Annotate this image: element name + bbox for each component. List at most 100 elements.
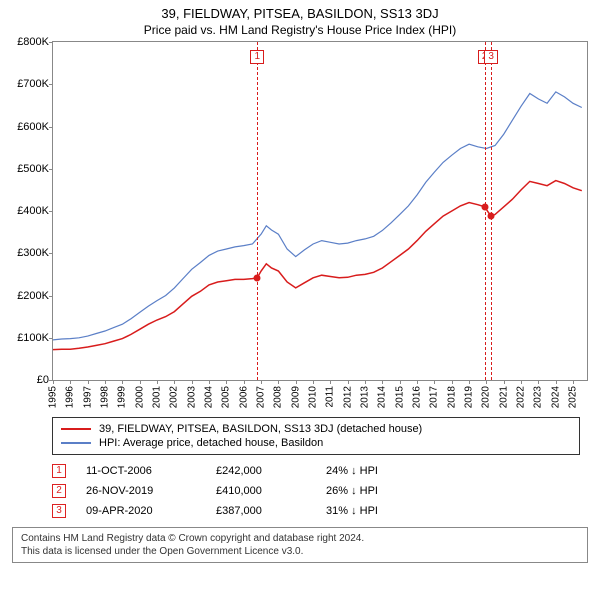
x-tick-label: 2011 [325, 386, 336, 408]
series-property [53, 181, 582, 350]
chart-legend: 39, FIELDWAY, PITSEA, BASILDON, SS13 3DJ… [52, 417, 580, 455]
sale-row: 1 11-OCT-2006 £242,000 24% ↓ HPI [52, 461, 580, 481]
sale-number-box: 2 [52, 484, 66, 498]
sale-row: 2 26-NOV-2019 £410,000 26% ↓ HPI [52, 481, 580, 501]
x-tick-mark [400, 380, 401, 384]
sale-date: 26-NOV-2019 [86, 485, 196, 497]
x-tick-mark [573, 380, 574, 384]
x-tick-label: 2022 [516, 386, 527, 408]
y-tick-mark [49, 253, 53, 254]
x-tick-mark [330, 380, 331, 384]
x-tick-mark [174, 380, 175, 384]
sale-marker-box: 1 [250, 50, 264, 64]
chart-lines-svg [53, 42, 587, 380]
x-tick-mark [538, 380, 539, 384]
sale-hpi-diff: 24% ↓ HPI [326, 465, 378, 477]
x-tick-label: 2017 [429, 386, 440, 408]
x-tick-mark [226, 380, 227, 384]
chart-container: 39, FIELDWAY, PITSEA, BASILDON, SS13 3DJ… [0, 0, 600, 590]
x-tick-label: 2000 [134, 386, 145, 408]
x-tick-mark [278, 380, 279, 384]
x-tick-mark [53, 380, 54, 384]
y-tick-label: £400K [17, 205, 49, 217]
legend-row: 39, FIELDWAY, PITSEA, BASILDON, SS13 3DJ… [61, 422, 571, 436]
x-tick-label: 2002 [169, 386, 180, 408]
sale-date: 11-OCT-2006 [86, 465, 196, 477]
y-tick-mark [49, 169, 53, 170]
y-tick-label: £300K [17, 247, 49, 259]
x-tick-mark [348, 380, 349, 384]
x-tick-mark [434, 380, 435, 384]
legend-label: 39, FIELDWAY, PITSEA, BASILDON, SS13 3DJ… [99, 423, 422, 435]
sale-price: £242,000 [216, 465, 306, 477]
x-tick-mark [105, 380, 106, 384]
x-tick-mark [469, 380, 470, 384]
x-tick-label: 2015 [394, 386, 405, 408]
y-tick-label: £200K [17, 290, 49, 302]
sale-date: 09-APR-2020 [86, 505, 196, 517]
x-tick-mark [486, 380, 487, 384]
sale-marker-dot [254, 274, 261, 281]
sale-marker-line [257, 42, 258, 380]
x-tick-mark [452, 380, 453, 384]
chart-plot-area: £0£100K£200K£300K£400K£500K£600K£700K£80… [52, 41, 588, 381]
x-tick-mark [365, 380, 366, 384]
x-tick-mark [261, 380, 262, 384]
x-tick-label: 2018 [446, 386, 457, 408]
x-tick-mark [313, 380, 314, 384]
x-tick-label: 2009 [290, 386, 301, 408]
x-tick-label: 1995 [48, 386, 59, 408]
x-tick-mark [122, 380, 123, 384]
x-tick-label: 2024 [550, 386, 561, 408]
y-tick-label: £700K [17, 78, 49, 90]
x-tick-mark [504, 380, 505, 384]
footer-line1: Contains HM Land Registry data © Crown c… [21, 532, 579, 545]
x-tick-label: 2007 [256, 386, 267, 408]
x-tick-mark [417, 380, 418, 384]
x-tick-label: 2004 [204, 386, 215, 408]
x-tick-label: 2006 [238, 386, 249, 408]
x-tick-label: 2023 [533, 386, 544, 408]
x-tick-label: 2001 [152, 386, 163, 408]
y-tick-mark [49, 127, 53, 128]
x-tick-label: 2005 [221, 386, 232, 408]
x-tick-mark [556, 380, 557, 384]
legend-row: HPI: Average price, detached house, Basi… [61, 436, 571, 450]
x-tick-label: 1999 [117, 386, 128, 408]
sale-price: £410,000 [216, 485, 306, 497]
sale-marker-line [491, 42, 492, 380]
sale-number-box: 1 [52, 464, 66, 478]
y-tick-label: £600K [17, 121, 49, 133]
legend-swatch [61, 442, 91, 444]
y-tick-mark [49, 211, 53, 212]
x-tick-mark [88, 380, 89, 384]
x-tick-mark [382, 380, 383, 384]
sale-marker-dot [488, 213, 495, 220]
x-tick-label: 1996 [65, 386, 76, 408]
sale-hpi-diff: 31% ↓ HPI [326, 505, 378, 517]
footer-line2: This data is licensed under the Open Gov… [21, 545, 579, 558]
chart-subtitle: Price paid vs. HM Land Registry's House … [0, 21, 600, 41]
x-tick-label: 2021 [498, 386, 509, 408]
x-tick-label: 2010 [308, 386, 319, 408]
x-tick-mark [521, 380, 522, 384]
x-tick-label: 2025 [568, 386, 579, 408]
legend-swatch [61, 428, 91, 430]
x-tick-label: 2014 [377, 386, 388, 408]
x-tick-label: 2008 [273, 386, 284, 408]
series-hpi [53, 92, 582, 340]
x-tick-mark [140, 380, 141, 384]
y-tick-label: £500K [17, 163, 49, 175]
y-tick-label: £100K [17, 332, 49, 344]
x-tick-label: 2012 [342, 386, 353, 408]
sale-marker-dot [481, 203, 488, 210]
y-tick-mark [49, 84, 53, 85]
sale-row: 309-APR-2020£387,00031% ↓ HPI [52, 501, 580, 521]
x-tick-label: 1998 [100, 386, 111, 408]
x-tick-mark [192, 380, 193, 384]
sale-number-box: 3 [52, 504, 66, 518]
sale-hpi-diff: 26% ↓ HPI [326, 485, 378, 497]
x-tick-label: 2013 [360, 386, 371, 408]
y-tick-mark [49, 338, 53, 339]
attribution-footer: Contains HM Land Registry data © Crown c… [12, 527, 588, 563]
